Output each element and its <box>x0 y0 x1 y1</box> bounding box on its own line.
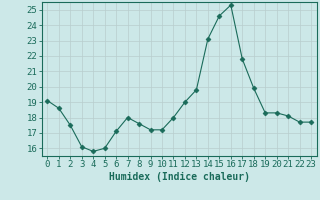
X-axis label: Humidex (Indice chaleur): Humidex (Indice chaleur) <box>109 172 250 182</box>
